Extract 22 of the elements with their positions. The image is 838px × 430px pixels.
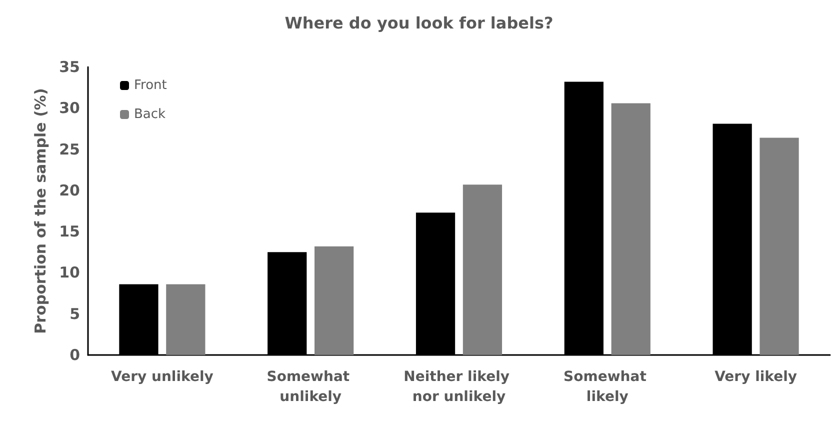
bar: [611, 103, 650, 355]
y-axis-title: Proportion of the sample (%): [32, 88, 50, 334]
y-tick-label: 10: [59, 264, 80, 282]
x-tick-label: Very unlikely: [111, 369, 214, 385]
y-tick-label: 35: [59, 58, 80, 76]
y-tick-label: 20: [59, 181, 80, 200]
bar: [760, 138, 799, 355]
y-tick-label: 5: [70, 304, 80, 323]
y-tick-label: 30: [59, 99, 80, 118]
legend-label: Front: [134, 78, 167, 93]
x-tick-label: Somewhat unlikely: [266, 369, 354, 405]
y-tick-label: 0: [70, 346, 80, 364]
y-tick-label: 15: [59, 222, 80, 241]
y-tick-label: 25: [59, 140, 80, 158]
bar: [314, 246, 354, 355]
legend-label: Back: [134, 107, 166, 122]
chart-title: Where do you look for labels?: [284, 14, 554, 32]
x-tick-label: Very likely: [714, 369, 798, 385]
x-tick-label: Neither likely nor unlikely: [404, 369, 514, 405]
bar: [462, 184, 502, 355]
x-tick-label: Somewhat likely: [564, 369, 652, 405]
bar: [166, 284, 206, 355]
